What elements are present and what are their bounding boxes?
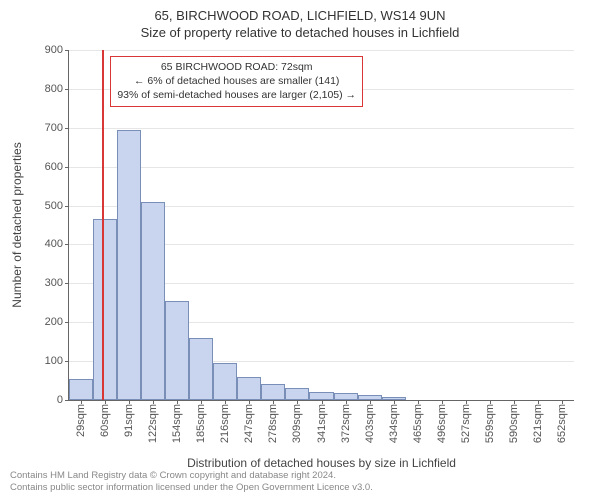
ytick-label: 900	[45, 44, 63, 56]
xtick-label: 309sqm	[291, 404, 303, 443]
ytick-label: 600	[45, 161, 63, 173]
ytick-label: 300	[45, 277, 63, 289]
xtick-label: 247sqm	[243, 404, 255, 443]
ytick-mark	[65, 50, 69, 51]
y-axis-label: Number of detached properties	[10, 142, 24, 307]
title-main: 65, BIRCHWOOD ROAD, LICHFIELD, WS14 9UN	[0, 0, 600, 23]
gridline	[69, 50, 574, 51]
chart-container: 65, BIRCHWOOD ROAD, LICHFIELD, WS14 9UN …	[0, 0, 600, 500]
ytick-mark	[65, 400, 69, 401]
annotation-line: 65 BIRCHWOOD ROAD: 72sqm	[117, 60, 356, 74]
ytick-mark	[65, 361, 69, 362]
xtick-label: 91sqm	[123, 404, 135, 437]
ytick-label: 0	[57, 394, 63, 406]
ytick-mark	[65, 283, 69, 284]
xtick-label: 154sqm	[171, 404, 183, 443]
xtick-label: 341sqm	[316, 404, 328, 443]
xtick-label: 496sqm	[436, 404, 448, 443]
histogram-bar	[285, 388, 309, 400]
chart-area: Number of detached properties Distributi…	[68, 50, 573, 400]
histogram-bar	[334, 393, 358, 400]
ytick-mark	[65, 128, 69, 129]
ytick-label: 800	[45, 83, 63, 95]
xtick-label: 465sqm	[412, 404, 424, 443]
ytick-label: 100	[45, 355, 63, 367]
xtick-label: 60sqm	[99, 404, 111, 437]
ytick-label: 400	[45, 238, 63, 250]
xtick-label: 278sqm	[267, 404, 279, 443]
histogram-bar	[189, 338, 213, 400]
xtick-label: 590sqm	[508, 404, 520, 443]
ytick-mark	[65, 206, 69, 207]
histogram-bar	[309, 392, 333, 400]
plot-region: Number of detached properties Distributi…	[68, 50, 574, 401]
gridline	[69, 167, 574, 168]
footer-attribution: Contains HM Land Registry data © Crown c…	[10, 470, 373, 494]
annotation-line: 93% of semi-detached houses are larger (…	[117, 88, 356, 102]
footer-line1: Contains HM Land Registry data © Crown c…	[10, 470, 373, 482]
ytick-mark	[65, 167, 69, 168]
xtick-label: 185sqm	[195, 404, 207, 443]
ytick-mark	[65, 89, 69, 90]
footer-line2: Contains public sector information licen…	[10, 482, 373, 494]
annotation-box: 65 BIRCHWOOD ROAD: 72sqm← 6% of detached…	[110, 56, 363, 107]
xtick-label: 403sqm	[364, 404, 376, 443]
ytick-label: 200	[45, 316, 63, 328]
gridline	[69, 128, 574, 129]
histogram-bar	[237, 377, 261, 400]
xtick-label: 29sqm	[75, 404, 87, 437]
ytick-mark	[65, 244, 69, 245]
reference-line	[102, 50, 104, 400]
xtick-label: 122sqm	[147, 404, 159, 443]
ytick-label: 500	[45, 200, 63, 212]
histogram-bar	[117, 130, 141, 400]
title-sub: Size of property relative to detached ho…	[0, 23, 600, 44]
xtick-label: 527sqm	[460, 404, 472, 443]
x-axis-label: Distribution of detached houses by size …	[187, 456, 456, 470]
histogram-bar	[141, 202, 165, 400]
xtick-label: 434sqm	[388, 404, 400, 443]
xtick-label: 652sqm	[556, 404, 568, 443]
histogram-bar	[261, 384, 285, 400]
histogram-bar	[165, 301, 189, 400]
histogram-bar	[69, 379, 93, 400]
ytick-label: 700	[45, 122, 63, 134]
ytick-mark	[65, 322, 69, 323]
xtick-label: 559sqm	[484, 404, 496, 443]
histogram-bar	[93, 219, 117, 400]
histogram-bar	[213, 363, 237, 400]
xtick-label: 372sqm	[340, 404, 352, 443]
annotation-line: ← 6% of detached houses are smaller (141…	[117, 74, 356, 88]
xtick-label: 216sqm	[219, 404, 231, 443]
xtick-label: 621sqm	[532, 404, 544, 443]
